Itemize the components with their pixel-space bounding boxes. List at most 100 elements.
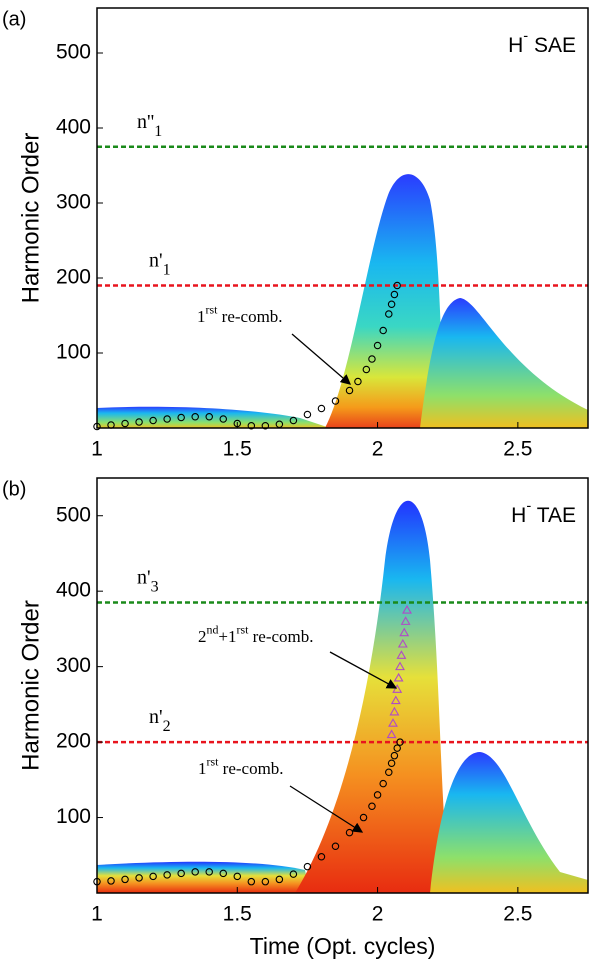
trajectory-point	[396, 738, 404, 746]
y-tick-label: 200	[56, 266, 91, 289]
x-tick-label: 2.5	[503, 903, 532, 926]
trajectory-point	[368, 355, 376, 363]
x-axis-label: Time (Opt. cycles)	[250, 933, 436, 959]
annotation-arrow	[329, 651, 398, 689]
trajectory-point	[373, 791, 382, 799]
y-tick-label: 300	[56, 191, 91, 214]
trajectory-point	[379, 326, 387, 335]
trajectory-point	[396, 650, 407, 659]
y-axis-label: Harmonic Order	[17, 600, 44, 771]
y-tick-label: 100	[56, 805, 91, 828]
superscript: nd	[207, 622, 219, 636]
trajectory-point	[373, 341, 382, 350]
trajectory-point	[390, 290, 399, 299]
y-tick-label: 400	[56, 116, 91, 139]
x-tick-label: 2.5	[503, 438, 532, 461]
trajectory-point	[390, 751, 399, 760]
label-sub: 3	[151, 578, 159, 595]
threshold-label: n''1	[137, 110, 162, 139]
trajectory-point	[386, 729, 397, 739]
text-part: 2	[198, 627, 207, 646]
annotation-arrow	[289, 785, 364, 833]
text-part: 1	[197, 307, 206, 326]
trajectory-point	[393, 281, 401, 290]
text-part: H	[511, 504, 526, 527]
trajectory-point	[275, 875, 284, 884]
trajectory-point	[399, 627, 410, 637]
annotation: H- SAE	[508, 28, 576, 56]
text-part: 1	[198, 759, 207, 778]
superscript: rst	[206, 302, 219, 316]
y-tick-label: 200	[56, 730, 91, 753]
trajectory-point	[345, 386, 354, 395]
trajectory-point	[149, 416, 157, 425]
superscript: rst	[207, 754, 220, 768]
trajectory-point	[387, 300, 396, 308]
trajectory-point	[317, 853, 326, 861]
y-tick-label: 100	[56, 341, 91, 364]
annotation: H- TAE	[511, 498, 576, 526]
y-axis-label: Harmonic Order	[17, 133, 44, 304]
trajectory-point	[303, 862, 312, 871]
trajectory-point	[387, 759, 396, 767]
trajectory-point	[385, 768, 393, 777]
trajectory-point	[233, 872, 242, 881]
trajectory-point	[135, 874, 143, 882]
x-tick-label: 2	[372, 903, 384, 926]
trajectory-point	[163, 415, 171, 423]
label-sub: 1	[154, 122, 162, 139]
text-part: re-comb.	[217, 307, 282, 326]
trajectory-point	[191, 412, 199, 421]
trajectory-point	[402, 604, 412, 614]
plot-frame	[96, 7, 589, 429]
threshold-label: n'1	[149, 249, 171, 278]
trajectory-point	[121, 419, 129, 428]
label-main: n'	[149, 249, 163, 271]
trajectory-point	[395, 661, 405, 671]
trajectory-point	[177, 869, 185, 878]
label-sub: 2	[163, 718, 171, 735]
trajectory-point	[400, 616, 411, 625]
trajectory-point	[393, 672, 404, 682]
panel-label: (b)	[2, 478, 26, 500]
trajectory-point	[219, 869, 228, 878]
threshold-label: n'2	[149, 706, 171, 735]
trajectory-point	[107, 877, 115, 885]
x-tick-label: 1.5	[223, 438, 252, 461]
trajectory-point	[392, 684, 403, 693]
trajectory-point	[390, 695, 401, 705]
trajectory-point	[389, 706, 400, 716]
trajectory-point	[261, 421, 270, 430]
label-main: n'	[137, 566, 151, 588]
trajectory-point	[163, 871, 171, 879]
spectrogram-a	[97, 174, 588, 428]
annotation-arrow	[291, 333, 351, 385]
trajectory-point	[397, 638, 408, 648]
trajectory-point	[379, 779, 387, 788]
text-part: re-comb.	[218, 759, 283, 778]
trajectory-point	[247, 421, 256, 430]
superscript: -	[523, 28, 528, 44]
trajectory-point	[368, 802, 376, 810]
y-tick-label: 400	[56, 579, 91, 602]
annotation: 1rst re-comb.	[198, 754, 284, 778]
spectrogram-b	[97, 500, 588, 893]
annotation: 1rst re-comb.	[197, 302, 283, 326]
superscript: -	[526, 498, 531, 514]
threshold-label: n'3	[137, 566, 159, 595]
trajectory-point	[177, 413, 185, 422]
superscript: rst	[236, 622, 249, 636]
trajectory-point	[393, 744, 401, 752]
x-tick-label: 1	[91, 903, 103, 926]
panel-label: (a)	[2, 8, 26, 30]
trajectory-point	[289, 870, 298, 878]
plot-frame	[96, 477, 589, 894]
trajectory-point	[219, 415, 228, 423]
trajectory-point	[388, 718, 398, 727]
text-part: TAE	[531, 504, 576, 527]
trajectory-point	[149, 872, 157, 881]
trajectory-point	[362, 365, 371, 374]
x-tick-label: 2	[372, 438, 384, 461]
y-tick-label: 500	[56, 503, 91, 526]
